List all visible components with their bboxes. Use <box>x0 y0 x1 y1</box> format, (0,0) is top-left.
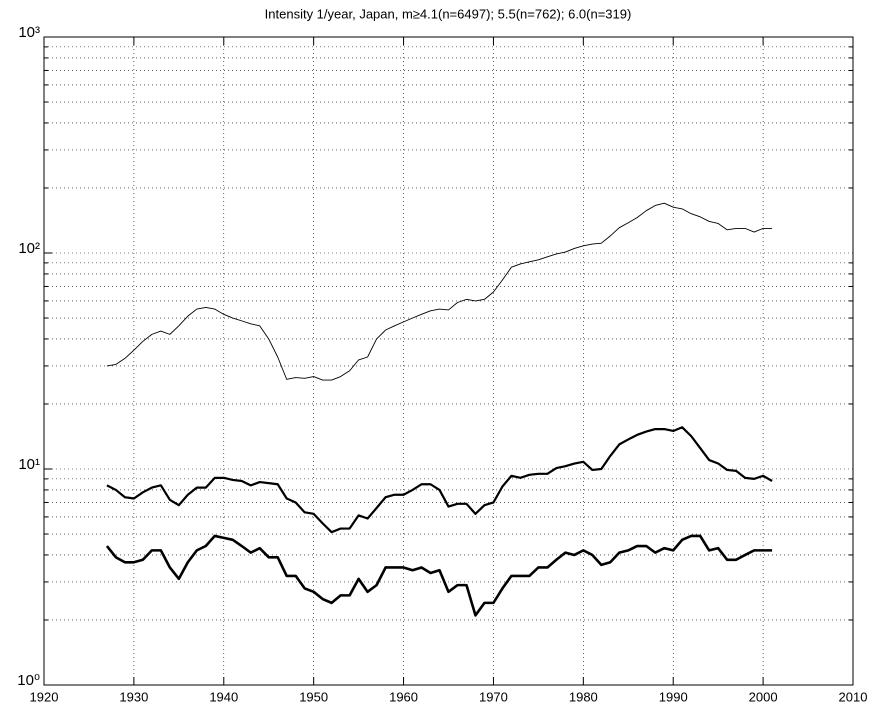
series-line <box>106 426 773 534</box>
chart-title: Intensity 1/year, Japan, m≥4.1(n=6497); … <box>265 6 632 21</box>
plot-frame <box>43 36 854 686</box>
x-tick-label: 1920 <box>30 689 59 704</box>
x-tick-label: 1970 <box>479 689 508 704</box>
y-tick-label: 10³ <box>18 24 40 41</box>
x-tick-label: 1990 <box>659 689 688 704</box>
x-tick-label: 1930 <box>119 689 148 704</box>
x-tick-label: 2010 <box>839 689 868 704</box>
series-line <box>105 534 773 617</box>
x-tick-label: 1950 <box>299 689 328 704</box>
series-line <box>106 202 773 381</box>
x-tick-label: 1980 <box>569 689 598 704</box>
x-tick-label: 1940 <box>209 689 238 704</box>
x-tick-label: 2000 <box>749 689 778 704</box>
y-tick-label: 10¹ <box>18 456 40 473</box>
y-tick-label: 10⁰ <box>17 672 40 689</box>
y-tick-label: 10² <box>18 240 40 257</box>
x-tick-label: 1960 <box>389 689 418 704</box>
